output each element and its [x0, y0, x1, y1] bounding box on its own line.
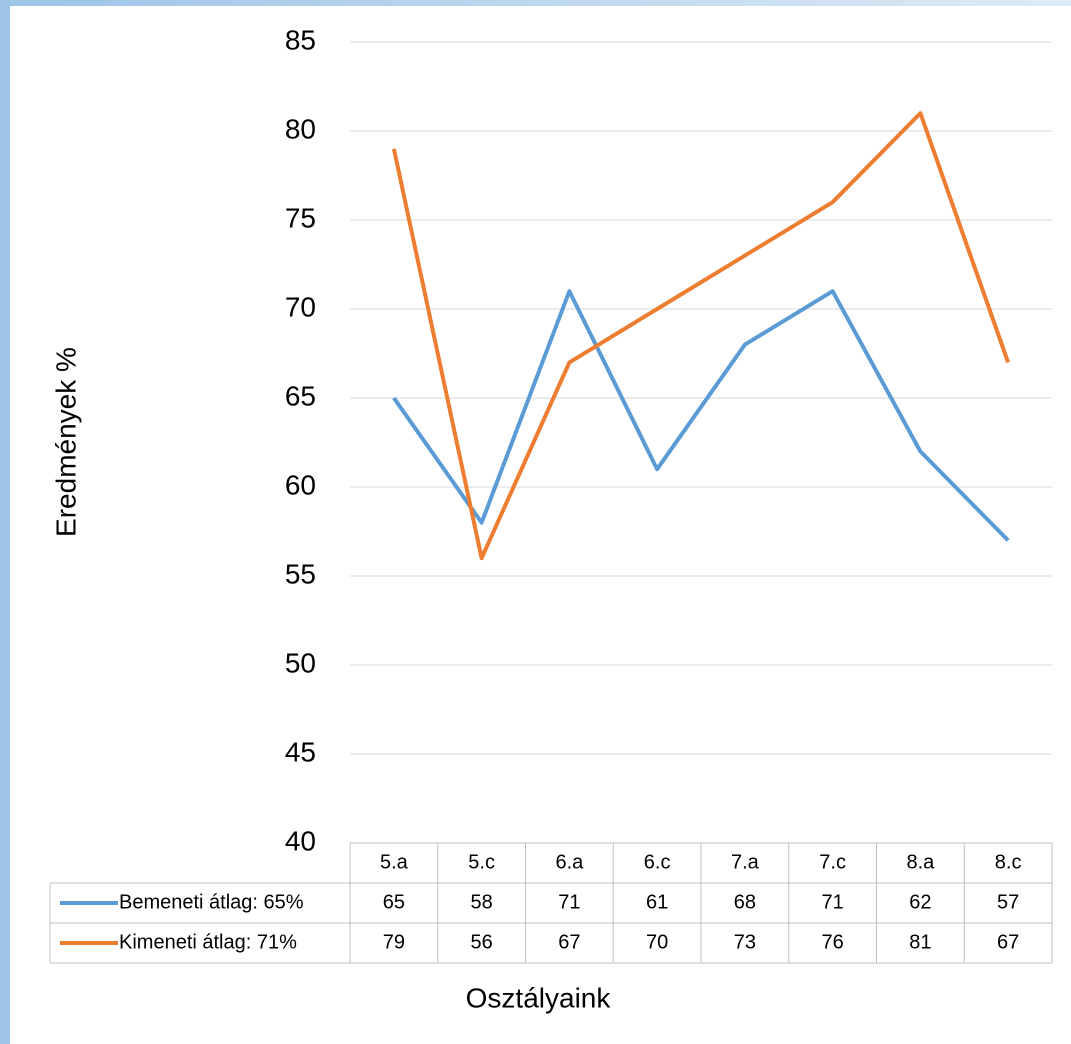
- frame-left: [0, 0, 10, 1044]
- x-tick-label: 5.c: [468, 851, 495, 873]
- y-tick-label: 45: [285, 736, 316, 767]
- table-value: 81: [909, 931, 931, 953]
- table-value: 62: [909, 891, 931, 913]
- series-line: [391, 111, 1011, 561]
- y-tick-label: 65: [285, 380, 316, 411]
- x-tick-label: 7.c: [819, 851, 846, 873]
- x-tick-label: 5.a: [380, 851, 409, 873]
- y-tick-label: 85: [285, 24, 316, 55]
- table-value: 71: [558, 891, 580, 913]
- legend-label: Bemeneti átlag: 65%: [119, 891, 304, 913]
- table-value: 65: [383, 891, 405, 913]
- y-axis-title: Eredmények %: [50, 347, 81, 537]
- x-tick-label: 6.a: [555, 851, 584, 873]
- table-value: 61: [646, 891, 668, 913]
- y-tick-label: 80: [285, 113, 316, 144]
- table-value: 68: [734, 891, 756, 913]
- table-value: 67: [997, 931, 1019, 953]
- x-tick-label: 8.a: [906, 851, 935, 873]
- x-axis-title: Osztályaink: [466, 982, 612, 1013]
- x-tick-label: 7.a: [731, 851, 760, 873]
- table-value: 70: [646, 931, 668, 953]
- x-tick-label: 6.c: [644, 851, 671, 873]
- y-tick-label: 75: [285, 202, 316, 233]
- table-value: 57: [997, 891, 1019, 913]
- legend-label: Kimeneti átlag: 71%: [119, 931, 297, 953]
- table-value: 58: [471, 891, 493, 913]
- series-line: [392, 289, 1010, 542]
- frame-top: [0, 0, 1071, 6]
- table-value: 67: [558, 931, 580, 953]
- table-value: 71: [822, 891, 844, 913]
- x-tick-label: 8.c: [995, 851, 1022, 873]
- y-tick-label: 60: [285, 469, 316, 500]
- table-value: 56: [471, 931, 493, 953]
- y-tick-label: 40: [285, 825, 316, 856]
- y-tick-label: 50: [285, 647, 316, 678]
- table-value: 76: [822, 931, 844, 953]
- table-value: 79: [383, 931, 405, 953]
- y-tick-label: 55: [285, 558, 316, 589]
- table-value: 73: [734, 931, 756, 953]
- y-tick-label: 70: [285, 291, 316, 322]
